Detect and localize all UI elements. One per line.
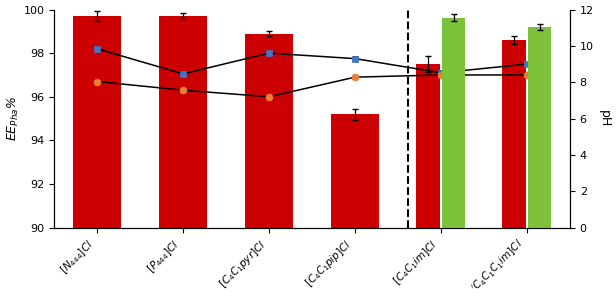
Bar xyxy=(160,16,207,228)
Bar xyxy=(245,33,293,228)
Y-axis label: pH: pH xyxy=(598,110,610,127)
Bar xyxy=(442,18,466,228)
Y-axis label: $EE_{Pha}$%: $EE_{Pha}$% xyxy=(6,96,21,141)
Bar xyxy=(73,16,121,228)
Bar xyxy=(503,40,525,228)
Bar xyxy=(529,27,551,228)
Bar xyxy=(331,114,379,228)
Bar xyxy=(416,64,440,228)
